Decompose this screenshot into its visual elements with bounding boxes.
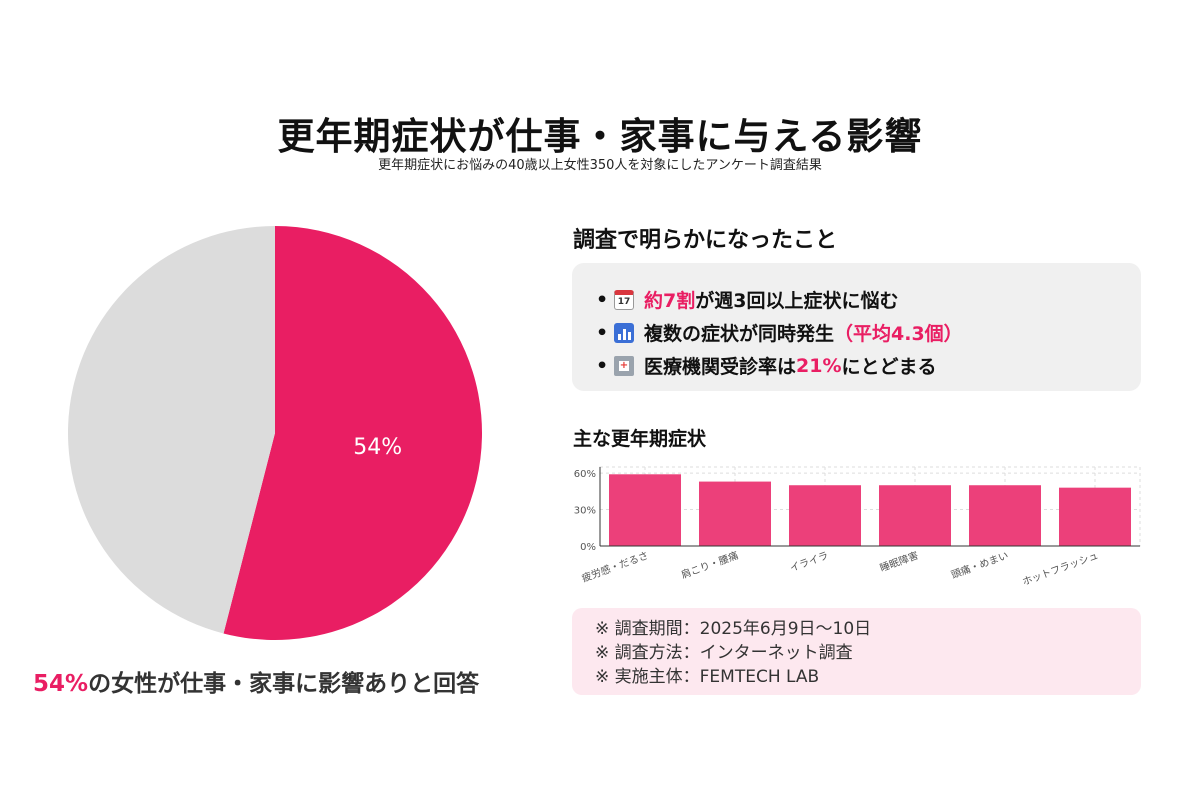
finding-pre: 医療機関受診率は [644, 356, 797, 378]
y-tick-label: 30% [574, 506, 596, 517]
pie-chart: 54% [67, 226, 482, 640]
page-title: 更年期症状が仕事・家事に与える影響 [277, 115, 923, 158]
pie-data-label: 54% [353, 435, 402, 460]
calendar-icon: 17 [614, 289, 634, 310]
finding-item: • + 医療機関受診率は 21% にとどまる [596, 349, 1141, 382]
findings-heading: 調査で明らかになったこと [573, 228, 838, 253]
finding-suffix: （平均4.3個） [834, 323, 963, 345]
pie-caption: 54%の女性が仕事・家事に影響ありと回答 [33, 664, 479, 698]
bar [789, 485, 861, 546]
bullet: • [596, 354, 609, 377]
hospital-cross: + [619, 359, 629, 371]
bar [969, 485, 1041, 546]
bar-chart: 0% 30% 60% 疲労感・だるさ 肩こり・腰痛 イライラ 睡眠障害 頭痛・めまい ホットフラ… [574, 466, 1141, 589]
bullet: • [596, 288, 609, 311]
bullet: • [596, 321, 609, 344]
finding-item: • 17 約7割 が週3回以上症状に悩む [596, 283, 1141, 316]
finding-text: 複数の症状が同時発生 [644, 323, 835, 345]
x-tick-label: 疲労感・だるさ [580, 549, 650, 585]
note-period: ※ 調査期間：2025年6月9日〜10日 [595, 619, 872, 639]
pie-slice-1 [223, 226, 482, 640]
x-tick-label: 頭痛・めまい [949, 549, 1010, 582]
y-tick-label: 0% [580, 542, 596, 553]
bar [879, 485, 951, 546]
pie-slice-2 [67, 226, 276, 634]
notes-box: ※ 調査期間：2025年6月9日〜10日 ※ 調査方法：インターネット調査 ※ … [572, 608, 1141, 695]
page-subtitle: 更年期症状にお悩みの40歳以上女性350人を対象にしたアンケート調査結果 [378, 158, 822, 173]
x-tick-label: 睡眠障害 [878, 549, 920, 575]
findings-box: • 17 約7割 が週3回以上症状に悩む • 複数の症状が同時発生 （平均4.3個）… [572, 263, 1141, 391]
bar-chart-heading: 主な更年期症状 [573, 428, 707, 450]
note-organizer: ※ 実施主体：FEMTECH LAB [595, 667, 820, 687]
bar [699, 481, 771, 546]
bar [609, 474, 681, 546]
finding-text: にとどまる [841, 356, 937, 378]
hospital-icon: + [614, 355, 634, 376]
bar [1059, 487, 1131, 546]
x-tick-label: イライラ [788, 550, 830, 575]
finding-text: が週3回以上症状に悩む [695, 290, 899, 312]
pie-caption-percent: 54% [33, 671, 89, 697]
y-tick-label: 60% [574, 469, 596, 480]
finding-highlight: 約7割 [644, 290, 696, 312]
pie-caption-text: の女性が仕事・家事に影響ありと回答 [88, 671, 480, 697]
finding-item: • 複数の症状が同時発生 （平均4.3個） [596, 316, 1141, 349]
x-tick-label: ホットフラッシュ [1021, 550, 1100, 589]
bar-chart-icon [614, 322, 634, 343]
note-method: ※ 調査方法：インターネット調査 [595, 643, 853, 663]
calendar-icon-number: 17 [617, 296, 631, 307]
x-tick-label: 肩こり・腰痛 [679, 549, 740, 582]
finding-highlight: 21% [796, 354, 842, 377]
